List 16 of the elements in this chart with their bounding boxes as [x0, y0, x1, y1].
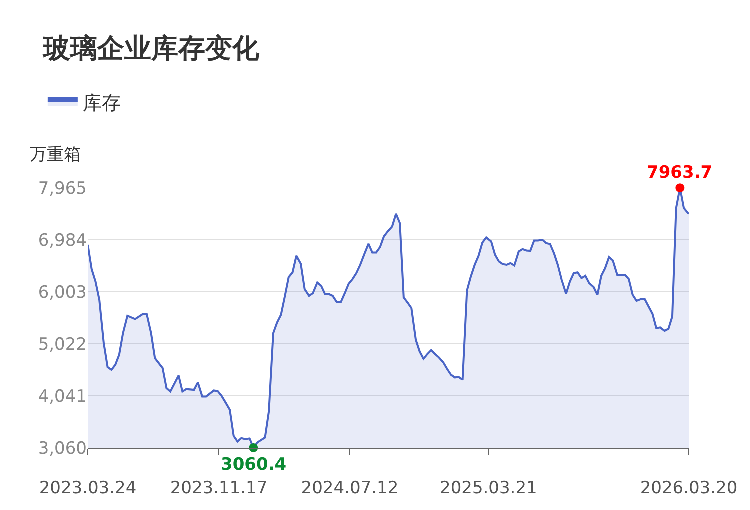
- annotation: 7963.7: [647, 163, 713, 183]
- y-axis-title: 万重箱: [30, 145, 81, 165]
- chart-title: 玻璃企业库存变化: [42, 33, 260, 64]
- legend-label: 库存: [82, 92, 121, 114]
- annotation: 3060.4: [221, 455, 287, 475]
- x-tick-label: 2024.07.12: [301, 478, 399, 498]
- y-tick-label: 6,003: [38, 282, 87, 303]
- y-tick-label: 4,041: [38, 386, 87, 407]
- x-tick-label: 2023.11.17: [170, 478, 268, 498]
- y-tick-label: 3,060: [38, 438, 87, 459]
- x-tick-label: 2023.03.24: [39, 478, 137, 498]
- x-tick-label: 2025.03.21: [440, 478, 538, 498]
- y-tick-label: 5,022: [38, 334, 87, 355]
- x-tick-label: 2026.03.20: [640, 478, 738, 498]
- y-tick-label: 6,984: [38, 230, 87, 251]
- y-tick-label: 7,965: [38, 178, 87, 199]
